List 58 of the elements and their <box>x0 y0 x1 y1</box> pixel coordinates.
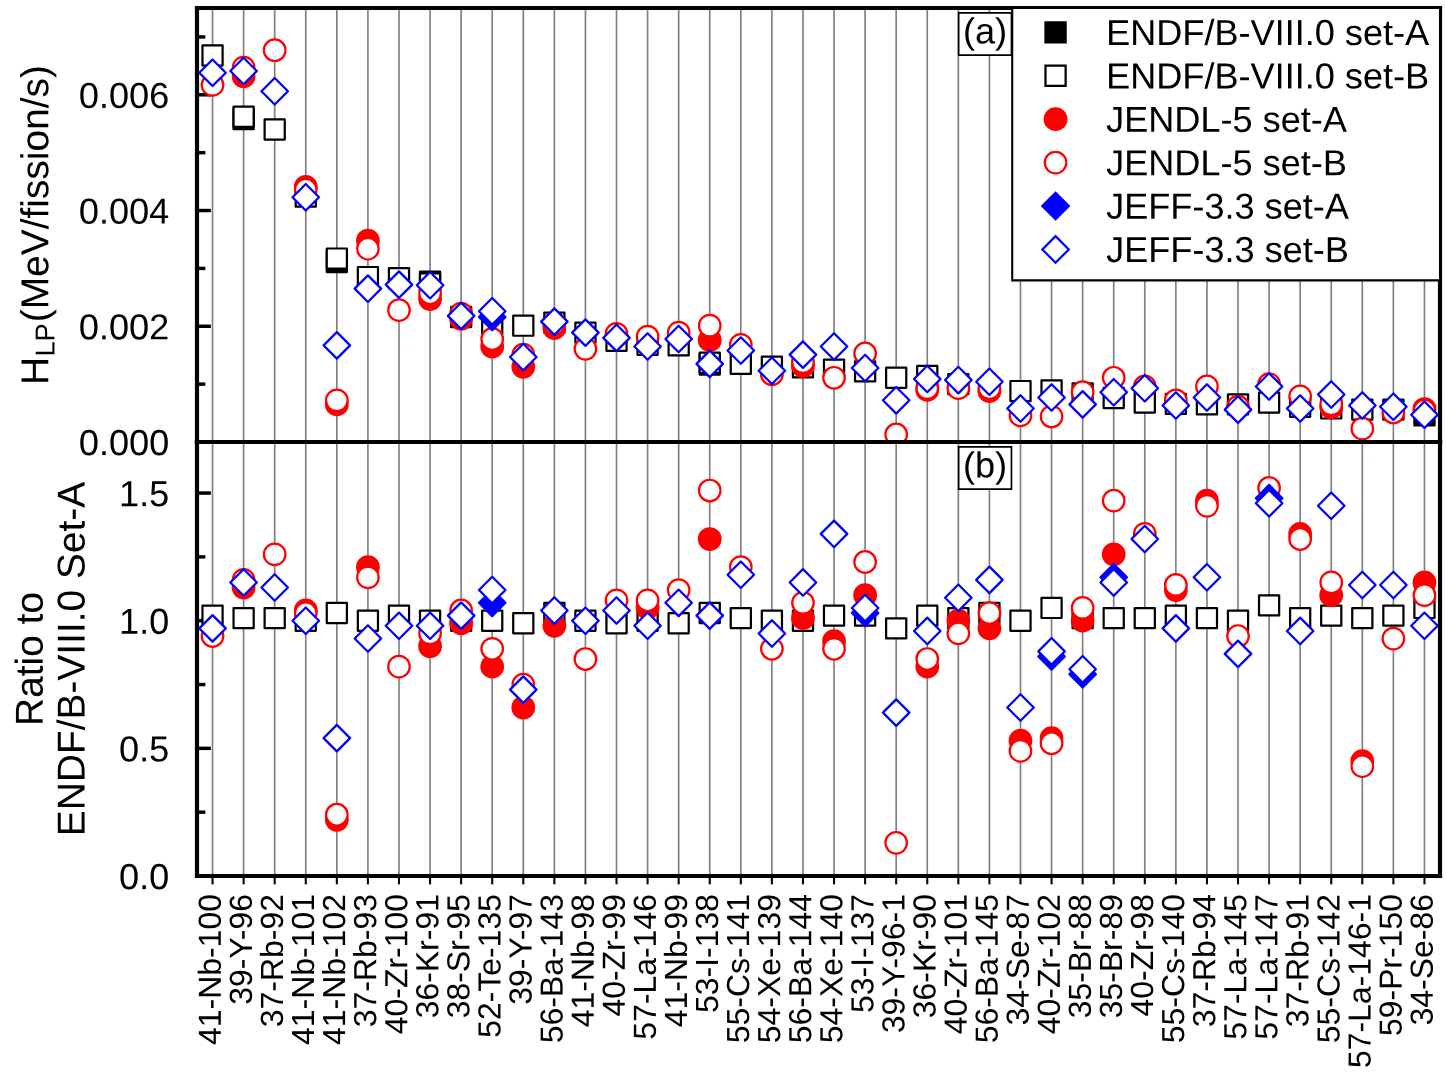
x-tick-label: 40-Zr-100 <box>384 895 408 1034</box>
x-tick-label: 52-Te-135 <box>478 895 501 1037</box>
x-tick-label: 35-Br-89 <box>1099 895 1123 1018</box>
x-tick-label: 57-La-147 <box>1255 895 1278 1039</box>
x-tick-label: 41-Nb-100 <box>197 895 222 1045</box>
legend-label: JENDL-5 set-B <box>1106 150 1346 176</box>
x-tick-label: 56-Ba-145 <box>975 895 998 1042</box>
legend-label: ENDF/B-VIII.0 set-B <box>1109 62 1428 89</box>
y-tick-label: 0.000 <box>80 429 168 456</box>
y-tick-label: 1.0 <box>121 608 168 635</box>
annotation: (a) <box>965 17 1005 51</box>
y-axis-title: Ratio to ENDF/B-VIII.0 Set-A <box>14 481 85 834</box>
y-tick-label: 1.5 <box>121 481 168 507</box>
x-tick-label: 57-La-146-1 <box>1348 895 1371 1067</box>
x-tick-label: 39-Y-96 <box>229 895 253 1004</box>
x-tick-label: 40-Zr-102 <box>1037 895 1061 1034</box>
annotation: (b) <box>965 451 1005 485</box>
x-tick-label: 39-Y-97 <box>509 895 532 1004</box>
x-tick-label: 36-Kr-91 <box>416 895 439 1018</box>
y-tick-label: 0.002 <box>80 314 168 340</box>
y-axis-title: H$_{LP}$(MeV/fission/s) <box>20 67 57 382</box>
x-tick-label: 38-Sr-95 <box>447 895 470 1018</box>
x-tick-label: 37-Rb-94 <box>1192 894 1216 1026</box>
legend-label: JENDL-5 set-A <box>1106 106 1347 133</box>
y-tick-label: 0.006 <box>80 82 168 109</box>
x-tick-label: 34-Se-87 <box>1006 895 1030 1025</box>
x-tick-label: 56-Ba-143 <box>540 895 563 1042</box>
x-tick-label: 37-Rb-93 <box>353 895 377 1026</box>
x-tick-label: 41-Nb-101 <box>290 895 315 1045</box>
x-tick-label: 34-Se-86 <box>1410 895 1434 1025</box>
x-tick-label: 36-Kr-90 <box>913 895 936 1018</box>
x-tick-label: 54-Xe-139 <box>757 895 781 1042</box>
x-tick-label: 37-Rb-92 <box>259 895 284 1026</box>
x-tick-label: 41-Nb-102 <box>321 895 346 1045</box>
x-tick-label: 59-Pr-150 <box>1379 895 1402 1035</box>
x-tick-label: 35-Br-88 <box>1068 895 1092 1018</box>
x-tick-label: 40-Zr-101 <box>944 895 967 1034</box>
legend-label: JEFF-3.3 set-B <box>1106 236 1348 263</box>
x-tick-label: 53-I-138 <box>695 895 719 1012</box>
x-tick-label: 55-Cs-140 <box>1161 895 1185 1042</box>
legend-label: JEFF-3.3 set-A <box>1106 193 1349 220</box>
x-tick-label: 54-Xe-140 <box>819 895 843 1042</box>
legend-label: ENDF/B-VIII.0 set-A <box>1109 18 1430 46</box>
x-tick-label: 57-La-145 <box>1224 895 1247 1039</box>
x-tick-label: 56-Ba-144 <box>788 894 812 1042</box>
x-tick-label: 37-Rb-91 <box>1285 895 1309 1026</box>
x-tick-label: 39-Y-96-1 <box>882 895 905 1032</box>
x-tick-label: 40-Zr-99 <box>602 895 626 1016</box>
x-tick-label: 41-Nb-98 <box>570 895 595 1027</box>
x-tick-label: 41-Nb-99 <box>663 895 688 1027</box>
y-tick-label: 0.5 <box>120 736 168 762</box>
y-tick-label: 0.004 <box>80 198 169 224</box>
x-tick-label: 55-Cs-142 <box>1317 895 1340 1042</box>
y-tick-label: 0.0 <box>120 863 168 890</box>
x-tick-label: 40-Zr-98 <box>1130 895 1154 1016</box>
x-tick-label: 57-La-146 <box>633 895 657 1039</box>
x-tick-label: 55-Cs-141 <box>726 895 750 1042</box>
x-tick-label: 53-I-137 <box>851 895 874 1012</box>
